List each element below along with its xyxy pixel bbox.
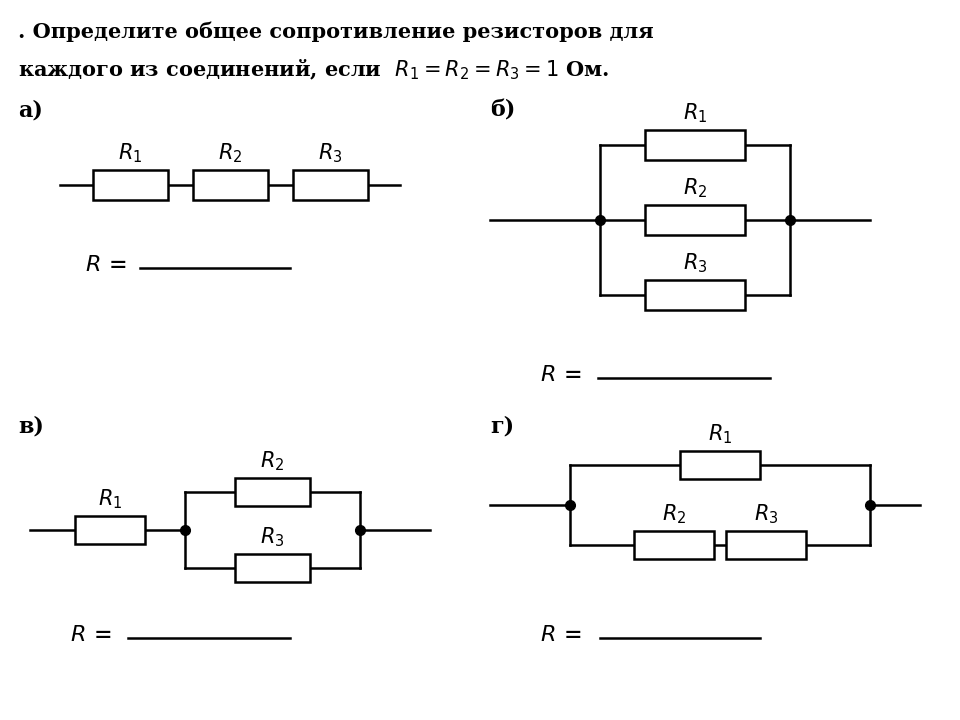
Text: г): г) <box>490 415 515 437</box>
Text: $R_3$: $R_3$ <box>260 526 284 549</box>
Text: $R_2$: $R_2$ <box>661 503 686 526</box>
Bar <box>645 205 745 235</box>
Bar <box>726 531 806 559</box>
Bar <box>75 516 145 544</box>
Bar <box>680 451 760 479</box>
Text: $R$ =: $R$ = <box>85 254 127 276</box>
Text: $R_3$: $R_3$ <box>754 503 779 526</box>
Text: а): а) <box>18 100 43 122</box>
Bar <box>645 280 745 310</box>
Bar <box>634 531 714 559</box>
Text: $R$ =: $R$ = <box>540 364 582 386</box>
Bar <box>293 170 368 200</box>
Text: $R_3$: $R_3$ <box>318 141 343 165</box>
Bar <box>234 554 309 582</box>
Text: $R$ =: $R$ = <box>70 624 111 646</box>
Text: $R_2$: $R_2$ <box>218 141 242 165</box>
Bar <box>92 170 167 200</box>
Text: $R_1$: $R_1$ <box>118 141 142 165</box>
Text: $R_1$: $R_1$ <box>708 423 732 446</box>
Text: . Определите общее сопротивление резисторов для: . Определите общее сопротивление резисто… <box>18 22 654 42</box>
Text: $R_1$: $R_1$ <box>683 102 708 125</box>
Bar <box>193 170 268 200</box>
Text: $R_1$: $R_1$ <box>98 487 122 511</box>
Text: $R_2$: $R_2$ <box>683 176 708 200</box>
Text: каждого из соединений, если  $R_1 = R_2 = R_3 = 1$ Ом.: каждого из соединений, если $R_1 = R_2 =… <box>18 58 610 82</box>
Text: $R_2$: $R_2$ <box>260 449 284 473</box>
Text: $R_3$: $R_3$ <box>683 251 708 275</box>
Text: в): в) <box>18 415 44 437</box>
Text: б): б) <box>490 100 516 122</box>
Bar <box>645 130 745 160</box>
Bar <box>234 478 309 506</box>
Text: $R$ =: $R$ = <box>540 624 582 646</box>
